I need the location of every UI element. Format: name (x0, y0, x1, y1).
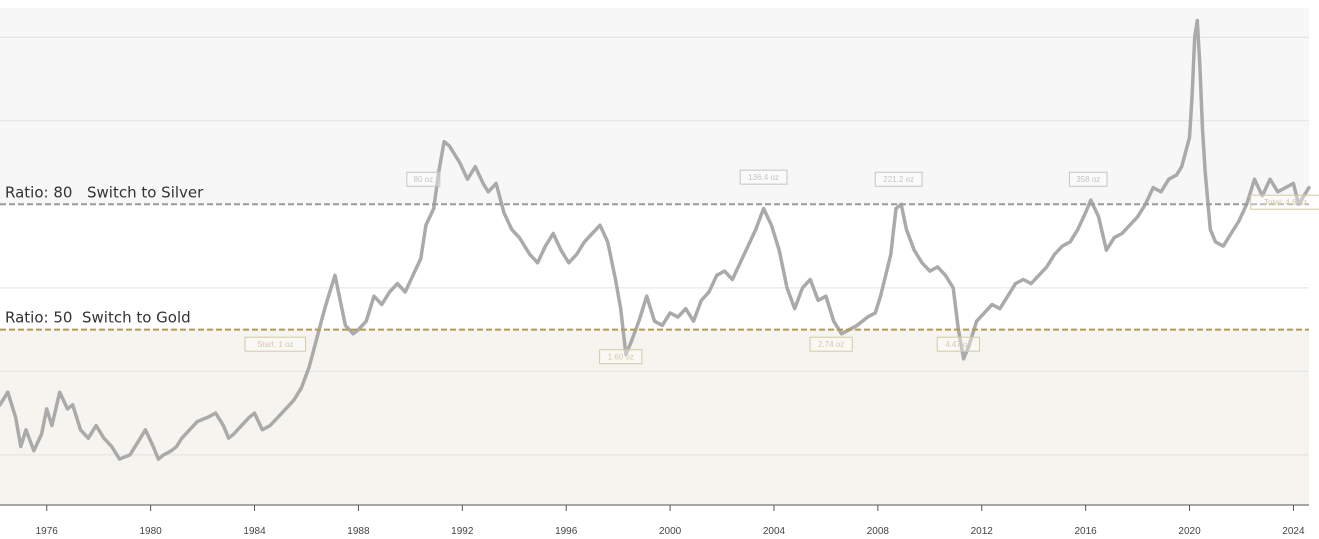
x-tick-label: 2016 (1075, 526, 1098, 537)
x-tick-label: 2024 (1282, 526, 1305, 537)
annotation-box (809, 336, 853, 352)
x-tick-label: 1996 (555, 526, 578, 537)
annotation-label: Total: 4.8 oz (1264, 198, 1307, 207)
x-tick-label: 1988 (347, 526, 370, 537)
annotation-box (1250, 194, 1319, 210)
annotation-badge: 1.60 oz (599, 349, 643, 365)
annotation-box (874, 171, 923, 187)
annotation-box (244, 336, 307, 352)
annotation-badge: 358 oz (1068, 171, 1108, 187)
annotation-badge: 4.47 oz (936, 336, 980, 352)
annotation-label: 4.47 oz (945, 340, 971, 349)
y-gridlines (0, 36, 1309, 456)
annotation-label: 136.4 oz (748, 173, 779, 182)
x-tick-label: 1980 (140, 526, 163, 537)
annotation-box (739, 169, 788, 185)
reference-label-gold: Ratio: 50 (5, 309, 72, 327)
annotation-label: 80 oz (414, 175, 434, 184)
neutral-zone-band (0, 204, 1309, 330)
annotation-box (406, 171, 441, 187)
annotation-badge: Start. 1 oz (244, 336, 307, 352)
x-tick-label: 2004 (763, 526, 786, 537)
annotation-label: 1.60 oz (608, 353, 634, 362)
annotation-box (1068, 171, 1108, 187)
reference-action-silver: Switch to Silver (87, 183, 204, 201)
annotation-label: 358 oz (1076, 175, 1100, 184)
annotation-badge: Total: 4.8 oz (1250, 194, 1319, 210)
annotation-box (936, 336, 980, 352)
x-tick-label: 1976 (36, 526, 59, 537)
x-tick-label: 2020 (1178, 526, 1201, 537)
annotation-badge: 136.4 oz (739, 169, 788, 185)
annotations: Start. 1 oz 80 oz 1.60 oz 136.4 oz 2.74 oz 22… (244, 169, 1319, 365)
reference-lines: Ratio: 80 Switch to Silver Ratio: 50 Switch… (0, 183, 1309, 331)
zone-bands (0, 8, 1309, 505)
x-tick-label: 2008 (867, 526, 890, 537)
gold-zone-band (0, 329, 1309, 505)
annotation-box (599, 349, 643, 365)
ratio-line (0, 18, 1311, 461)
annotation-badge: 221.2 oz (874, 171, 923, 187)
x-axis: 1976 1980 1984 1988 1992 1996 2000 2004 2008 2012… (0, 504, 1309, 537)
annotation-badge: 80 oz (406, 171, 441, 187)
x-tick-label: 1992 (451, 526, 474, 537)
x-tick-label: 1984 (243, 526, 266, 537)
ratio-series (0, 18, 1311, 461)
annotation-label: 2.74 oz (818, 340, 844, 349)
silver-zone-band (0, 8, 1309, 205)
x-tick-label: 2000 (659, 526, 682, 537)
reference-action-gold: Switch to Gold (82, 309, 191, 327)
reference-label-silver: Ratio: 80 (5, 183, 72, 201)
annotation-label: Start. 1 oz (257, 340, 293, 349)
annotation-badge: 2.74 oz (809, 336, 853, 352)
x-tick-label: 2012 (971, 526, 994, 537)
annotation-label: 221.2 oz (883, 175, 914, 184)
